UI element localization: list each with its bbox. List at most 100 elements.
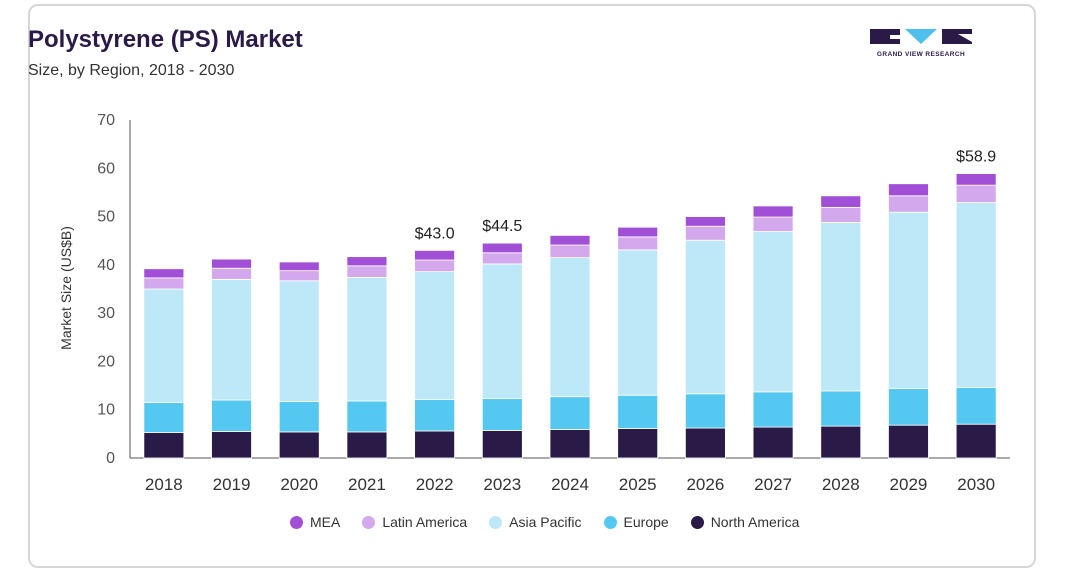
- x-tick-label: 2018: [145, 475, 183, 494]
- bar-segment-north-america-2019: [211, 431, 252, 459]
- x-axis: 2018 2019 2020 2021 2022 2023 2024 2025 2026 2027…: [130, 457, 1010, 494]
- bar-segment-europe-2019: [211, 399, 252, 432]
- bar-segment-europe-2027: [752, 391, 794, 428]
- bar-segment-asia-pacific-2027: [752, 231, 794, 393]
- bar-segment-asia-pacific-2022: [414, 271, 456, 400]
- bars: [143, 173, 997, 459]
- bar-segment-mea-2029: [888, 183, 929, 197]
- bar-segment-north-america-2027: [752, 426, 794, 459]
- bar-segment-latin-america-2021: [346, 265, 388, 278]
- legend-swatch: [603, 515, 617, 529]
- logo-text: GRAND VIEW RESEARCH: [876, 51, 966, 58]
- y-tick-label: 50: [97, 209, 115, 226]
- data-label-2030: $58.9: [956, 149, 996, 166]
- bar-segment-europe-2026: [684, 393, 726, 429]
- bar-segment-latin-america-2023: [481, 252, 523, 265]
- y-tick-label: 60: [97, 160, 115, 177]
- bar-segment-latin-america-2030: [955, 184, 997, 203]
- y-tick-label: 30: [97, 305, 115, 322]
- data-labels: $43.0 $44.5 $58.9: [415, 149, 997, 243]
- bar-segment-latin-america-2019: [211, 267, 252, 280]
- legend-label: Asia Pacific: [509, 514, 582, 530]
- legend-label: North America: [710, 514, 800, 530]
- x-tick-label: 2020: [280, 475, 318, 494]
- x-tick-label: 2022: [416, 475, 454, 494]
- bar-segment-asia-pacific-2018: [143, 288, 185, 403]
- grand-view-research-logo: GRAND VIEW RESEARCH: [870, 24, 980, 64]
- bar-segment-mea-2027: [752, 205, 794, 218]
- bar-segment-europe-2018: [143, 402, 185, 433]
- bar-segment-asia-pacific-2026: [684, 239, 726, 395]
- legend-swatch: [690, 515, 704, 529]
- bar-segment-europe-2029: [888, 388, 929, 426]
- y-tick-label: 70: [97, 112, 115, 129]
- legend-item-mea: MEA: [290, 514, 340, 530]
- bar-segment-north-america-2029: [888, 424, 929, 459]
- bar-segment-mea-2019: [211, 258, 252, 269]
- legend-label: MEA: [310, 514, 341, 530]
- y-tick-label: 0: [106, 450, 115, 467]
- bar-segment-europe-2023: [481, 398, 523, 431]
- bar-segment-europe-2020: [278, 401, 320, 433]
- bar-segment-mea-2024: [549, 235, 591, 246]
- bar-segment-latin-america-2018: [143, 277, 185, 290]
- legend-swatch: [290, 515, 303, 529]
- chart-title: Polystyrene (PS) Market: [28, 26, 303, 53]
- bar-segment-asia-pacific-2023: [481, 263, 523, 400]
- x-tick-label: 2028: [822, 475, 860, 494]
- bar-segment-asia-pacific-2024: [549, 257, 591, 398]
- y-tick-label: 20: [97, 353, 115, 370]
- bar-segment-asia-pacific-2019: [211, 278, 252, 401]
- chart-subtitle: Size, by Region, 2018 - 2030: [28, 62, 235, 79]
- bar-segment-north-america-2030: [955, 423, 997, 459]
- bar-segment-mea-2025: [617, 226, 659, 238]
- bar-segment-europe-2030: [955, 387, 997, 425]
- bar-segment-mea-2030: [955, 173, 997, 186]
- bar-segment-north-america-2022: [414, 430, 456, 459]
- bar-segment-latin-america-2028: [820, 206, 862, 223]
- legend-item-north-america: North America: [690, 514, 800, 530]
- bar-segment-north-america-2021: [346, 431, 388, 459]
- bar-segment-latin-america-2024: [549, 244, 591, 259]
- bar-segment-mea-2028: [820, 195, 862, 208]
- bar-segment-mea-2020: [278, 261, 320, 272]
- bar-segment-latin-america-2027: [752, 216, 794, 232]
- x-tick-label: 2024: [551, 475, 589, 494]
- bar-segment-latin-america-2029: [888, 195, 929, 213]
- bar-segment-europe-2021: [346, 400, 388, 433]
- legend-swatch: [362, 515, 376, 529]
- bar-segment-asia-pacific-2025: [617, 249, 659, 396]
- y-tick-label: 10: [97, 402, 115, 419]
- bar-segment-north-america-2023: [481, 430, 523, 459]
- bar-segment-europe-2025: [617, 394, 659, 429]
- legend-swatch: [489, 515, 503, 529]
- bar-segment-latin-america-2020: [278, 270, 320, 282]
- bar-segment-north-america-2025: [617, 428, 659, 459]
- data-label-2023: $44.5: [482, 218, 522, 235]
- legend-item-europe: Europe: [603, 514, 669, 530]
- x-tick-label: 2021: [348, 475, 386, 494]
- legend-label: Europe: [623, 514, 669, 530]
- bar-segment-europe-2022: [414, 399, 456, 432]
- x-tick-label: 2027: [754, 475, 792, 494]
- bar-segment-latin-america-2025: [617, 236, 659, 251]
- bar-segment-mea-2023: [481, 242, 523, 254]
- legend: MEA Latin America Asia Pacific Europe North …: [290, 512, 821, 532]
- y-axis-label: Market Size (US$B): [58, 226, 74, 350]
- y-tick-label: 40: [97, 257, 115, 274]
- bar-segment-latin-america-2026: [684, 225, 726, 241]
- bar-segment-mea-2018: [143, 268, 185, 279]
- bar-segment-asia-pacific-2028: [820, 221, 862, 392]
- legend-item-latin-america: Latin America: [362, 514, 467, 530]
- chart-card: [28, 4, 1036, 568]
- legend-item-asia-pacific: Asia Pacific: [489, 514, 582, 530]
- legend-label: Latin America: [382, 514, 468, 530]
- bar-segment-mea-2022: [414, 249, 456, 261]
- bar-segment-europe-2024: [549, 396, 591, 430]
- x-tick-label: 2030: [957, 475, 995, 494]
- data-label-2022: $43.0: [415, 225, 455, 242]
- x-tick-label: 2026: [686, 475, 724, 494]
- x-tick-label: 2019: [213, 475, 251, 494]
- y-axis: 0 10 20 30 40 50 60 70: [97, 112, 131, 467]
